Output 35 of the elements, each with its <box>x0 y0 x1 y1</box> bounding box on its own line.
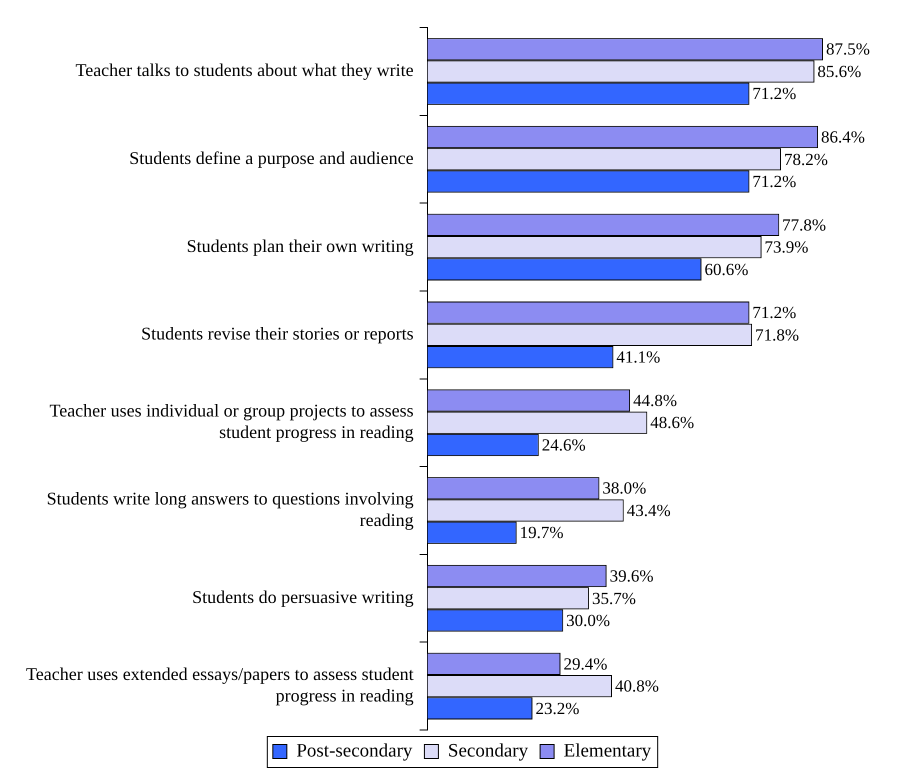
legend-label: Post-secondary <box>296 740 413 762</box>
data-label: 44.8% <box>633 390 677 410</box>
data-label: 71.2% <box>752 303 796 322</box>
data-label: 73.9% <box>764 238 808 257</box>
legend-label: Elementary <box>564 740 652 762</box>
y-tick-label: Teacher talks to students about what they write <box>75 60 414 80</box>
data-label: 30.0% <box>566 611 610 630</box>
data-label: 43.4% <box>626 500 671 520</box>
y-tick-label: Students plan their own writing <box>186 236 414 256</box>
data-label: 77.8% <box>782 215 826 234</box>
data-label: 40.8% <box>614 676 659 696</box>
data-label: 41.1% <box>616 348 660 367</box>
y-tick-label: Teacher uses individual or group projects to assess student progress in reading <box>49 400 414 442</box>
data-label: 35.7% <box>592 588 636 608</box>
legend-label: Secondary <box>448 740 529 762</box>
y-tick-label: Students write long answers to questions involving reading <box>46 488 414 530</box>
data-label: 29.4% <box>563 654 608 674</box>
data-label: 85.6% <box>817 62 862 81</box>
data-label: 39.6% <box>610 566 654 586</box>
data-label: 19.7% <box>520 523 564 542</box>
y-tick-label: Students define a purpose and audience <box>129 148 414 168</box>
data-label: 78.2% <box>784 150 828 169</box>
y-tick-label: Students do persuasive writing <box>192 587 414 608</box>
y-tick-label: Students revise their stories or reports <box>141 324 414 344</box>
data-label: 38.0% <box>602 478 646 498</box>
data-label: 87.5% <box>826 40 870 59</box>
y-tick-label: Teacher uses extended essays/papers to assess student progress in reading <box>26 664 414 706</box>
data-label: 71.8% <box>755 325 799 344</box>
data-label: 48.6% <box>650 413 694 432</box>
data-label: 86.4% <box>821 128 865 147</box>
data-label: 71.2% <box>752 84 796 104</box>
data-label: 23.2% <box>535 698 580 718</box>
data-label: 24.6% <box>542 435 586 454</box>
data-label: 71.2% <box>752 172 796 192</box>
data-label: 60.6% <box>704 260 748 279</box>
